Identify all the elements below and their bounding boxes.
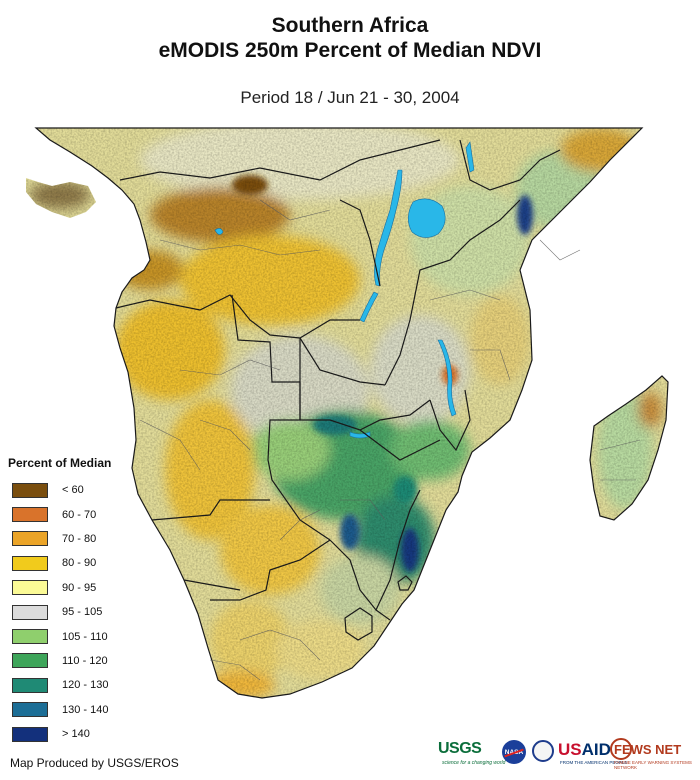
legend-swatch <box>12 726 48 742</box>
legend-item: 120 - 130 <box>8 673 148 697</box>
legend-swatch <box>12 531 48 547</box>
usaid-tagline: FROM THE AMERICAN PEOPLE <box>560 760 628 765</box>
legend-swatch <box>12 507 48 523</box>
legend-swatch <box>12 482 48 498</box>
fews-tagline: FAMINE EARLY WARNING SYSTEMS NETWORK <box>614 760 692 770</box>
legend-item: 95 - 105 <box>8 600 148 624</box>
legend-item: 110 - 120 <box>8 649 148 673</box>
legend-title: Percent of Median <box>8 456 112 470</box>
legend-item: < 60 <box>8 478 148 502</box>
period-label: Period 18 / Jun 21 - 30, 2004 <box>240 88 460 107</box>
legend-swatch <box>12 604 48 620</box>
legend-label: > 140 <box>62 728 90 741</box>
legend-swatch <box>12 677 48 693</box>
legend-label: 60 - 70 <box>62 508 97 521</box>
usaid-aid: AID <box>581 740 611 759</box>
legend: Percent of Median < 60 60 - 70 70 - 80 80 -… <box>8 456 148 746</box>
legend-item: 90 - 95 <box>8 576 148 600</box>
legend-label: 95 - 105 <box>62 606 103 619</box>
map-title: Southern Africa <box>271 14 429 37</box>
legend-swatch <box>12 555 48 571</box>
fews-net-logo: FEWS NET <box>614 742 682 757</box>
country-borders <box>35 127 669 699</box>
map-subtitle: eMODIS 250m Percent of Median NDVI <box>158 39 542 62</box>
usgs-tagline: science for a changing world <box>442 760 506 766</box>
lakes-layer <box>214 141 475 439</box>
legend-swatch <box>12 653 48 669</box>
legend-label: 105 - 110 <box>62 630 108 643</box>
legend-label: < 60 <box>62 484 84 497</box>
legend-label: 90 - 95 <box>62 581 97 594</box>
fews-ring-icon <box>610 738 632 760</box>
legend-label: 70 - 80 <box>62 532 97 545</box>
legend-item: 130 - 140 <box>8 698 148 722</box>
admin-borders <box>139 199 641 681</box>
nasa-logo: NASA <box>502 740 526 764</box>
usaid-logo: USAID <box>558 740 611 760</box>
legend-item: 80 - 90 <box>8 551 148 575</box>
legend-item: 60 - 70 <box>8 502 148 526</box>
legend-item: 70 - 80 <box>8 527 148 551</box>
usgs-logo: USGS <box>438 740 482 757</box>
legend-swatch <box>12 629 48 645</box>
legend-label: 120 - 130 <box>62 679 109 692</box>
legend-label: 130 - 140 <box>62 703 109 716</box>
legend-label: 80 - 90 <box>62 557 97 570</box>
ndvi-map <box>26 127 669 699</box>
legend-item: > 140 <box>8 722 148 746</box>
seal-icon <box>532 740 554 762</box>
credit-text: Map Produced by USGS/EROS <box>10 756 179 770</box>
legend-swatch <box>12 702 48 718</box>
partner-logos: USGS science for a changing world NASA U… <box>438 738 694 774</box>
legend-item: 105 - 110 <box>8 624 148 648</box>
legend-label: 110 - 120 <box>62 654 108 667</box>
legend-swatch <box>12 580 48 596</box>
legend-items: < 60 60 - 70 70 - 80 80 - 90 90 - 95 95 - 105… <box>8 478 148 746</box>
usaid-us: US <box>558 740 582 759</box>
